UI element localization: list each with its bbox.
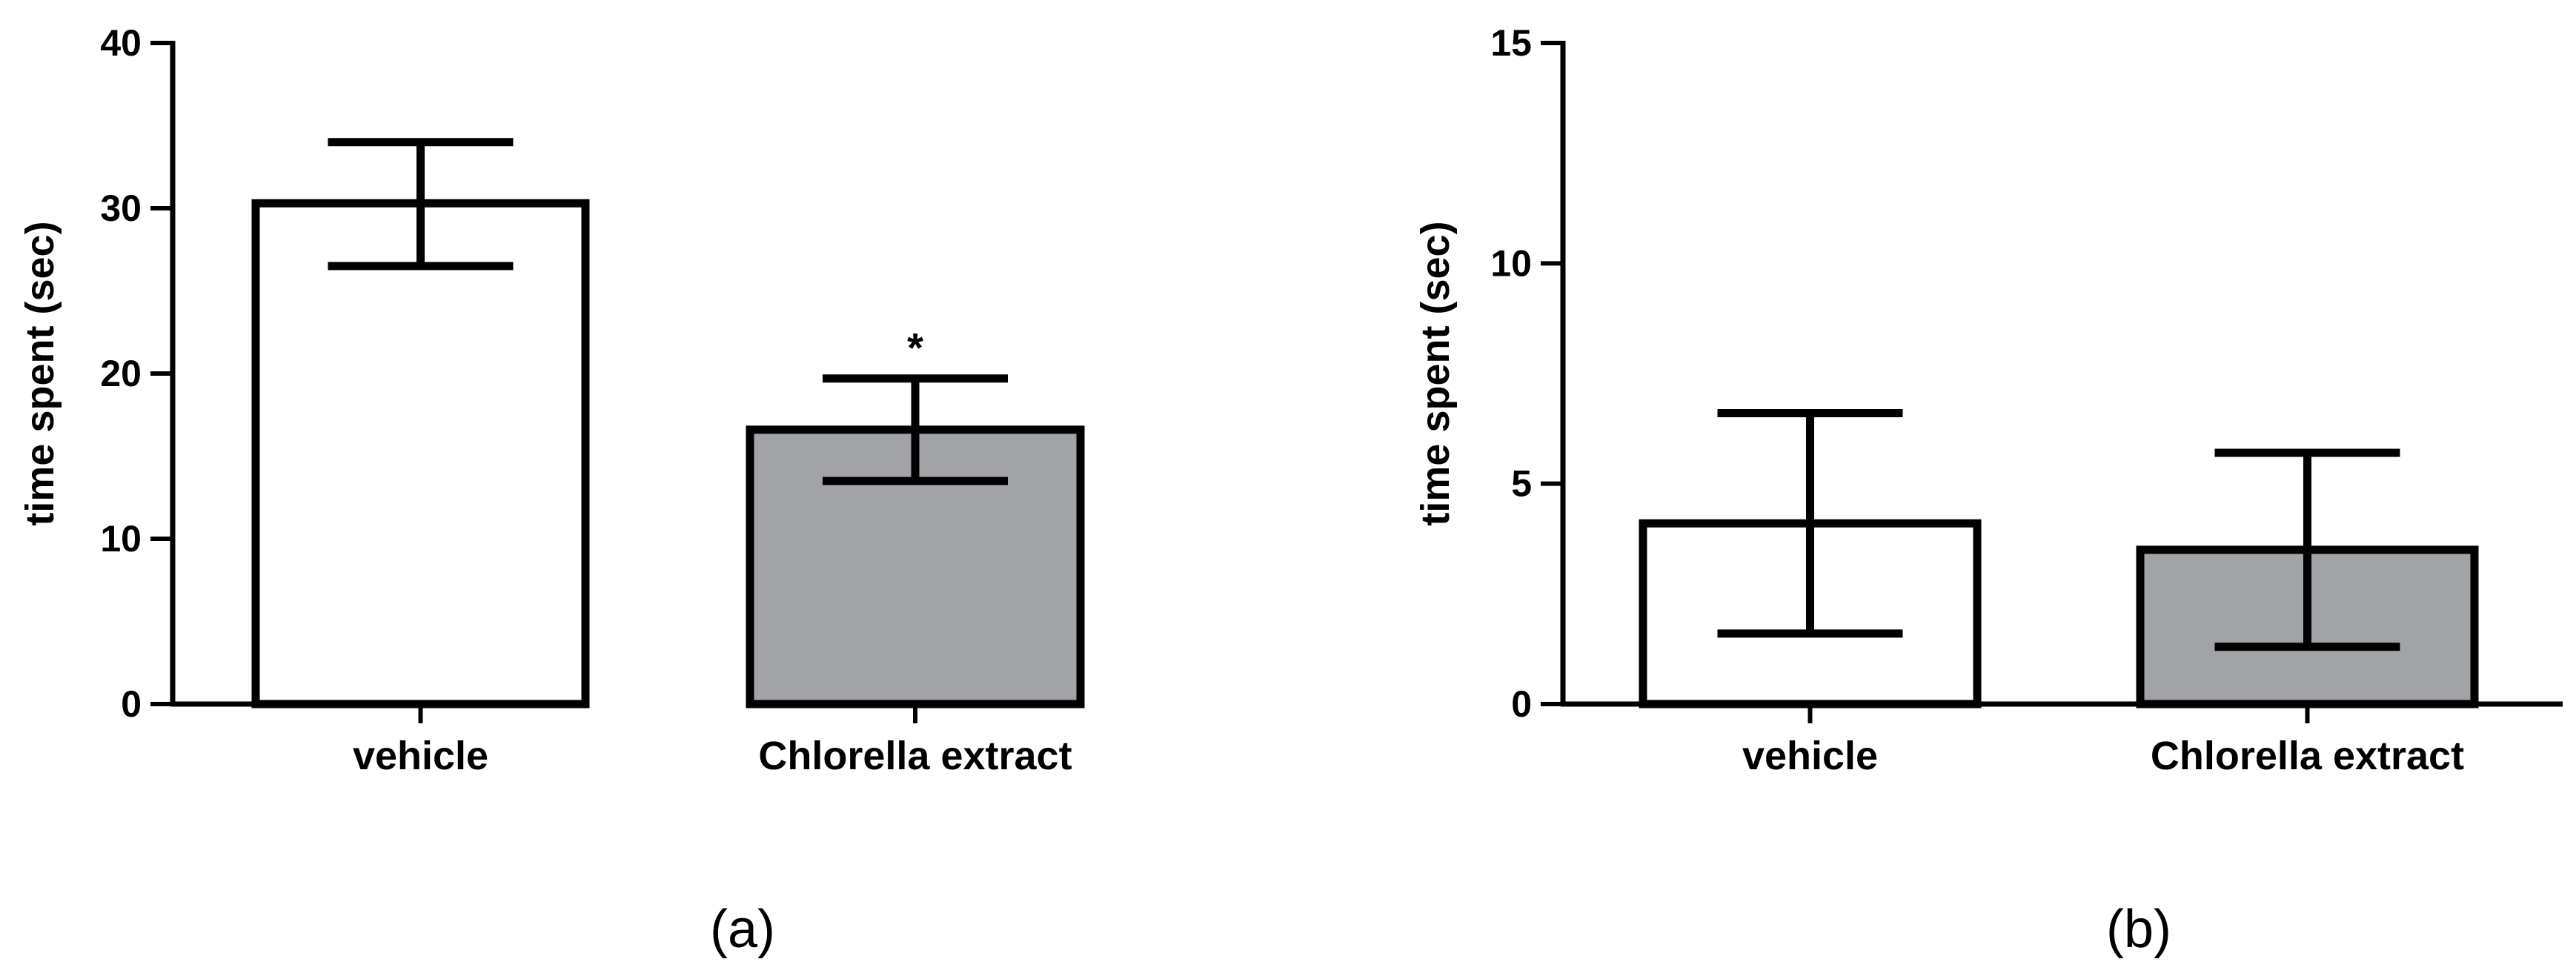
panel-a-y-axis-title: time spent (sec) <box>18 221 62 525</box>
panel-a-bar-0 <box>251 199 590 708</box>
panel-a-y-tick-label-2: 20 <box>100 353 142 394</box>
panel-a-y-tick-label-0: 0 <box>121 683 142 725</box>
panel-a-y-tick-label-3: 30 <box>100 187 142 229</box>
panel-a-y-tick-label-1: 10 <box>100 518 142 560</box>
panel-a-panel-label: (a) <box>710 900 775 959</box>
panel-b-category-label-1: Chlorella extract <box>2151 734 2464 778</box>
panel-a-axes <box>150 41 917 723</box>
panel-a-y-tick-label-4: 40 <box>100 22 142 64</box>
panel-b-y-tick-label-0: 0 <box>1511 683 1532 725</box>
panel-a-category-label-0: vehicle <box>353 734 488 778</box>
panel-a-significance-1: * <box>907 325 923 371</box>
panel-b-error-bars <box>1717 409 2400 651</box>
panel-b-category-label-0: vehicle <box>1742 734 1878 778</box>
panel-b-labels: vehicle Chlorella extract 0 5 10 15 time spent… <box>1413 22 2464 959</box>
panel-a-chart: vehicle * Chlorella extract 0 10 20 30 40 time s… <box>18 22 1085 959</box>
panel-b-chart: vehicle Chlorella extract 0 5 10 15 time spent… <box>1413 22 2563 959</box>
panel-a-category-label-1: Chlorella extract <box>758 734 1072 778</box>
panel-b-bars <box>1639 519 2479 708</box>
panel-a-error-bars <box>328 138 1008 485</box>
panel-b-panel-label: (b) <box>2106 900 2171 959</box>
panel-b-y-axis-title: time spent (sec) <box>1413 221 1458 525</box>
panel-b-y-tick-label-3: 15 <box>1490 22 1532 64</box>
panel-b-y-tick-label-2: 10 <box>1490 242 1532 284</box>
panel-b-y-tick-label-1: 5 <box>1511 463 1532 505</box>
panel-a-bars <box>251 199 1085 708</box>
panel-a-labels: vehicle * Chlorella extract 0 10 20 30 40 time s… <box>18 22 1072 959</box>
panel-b-axes <box>1541 41 2563 723</box>
